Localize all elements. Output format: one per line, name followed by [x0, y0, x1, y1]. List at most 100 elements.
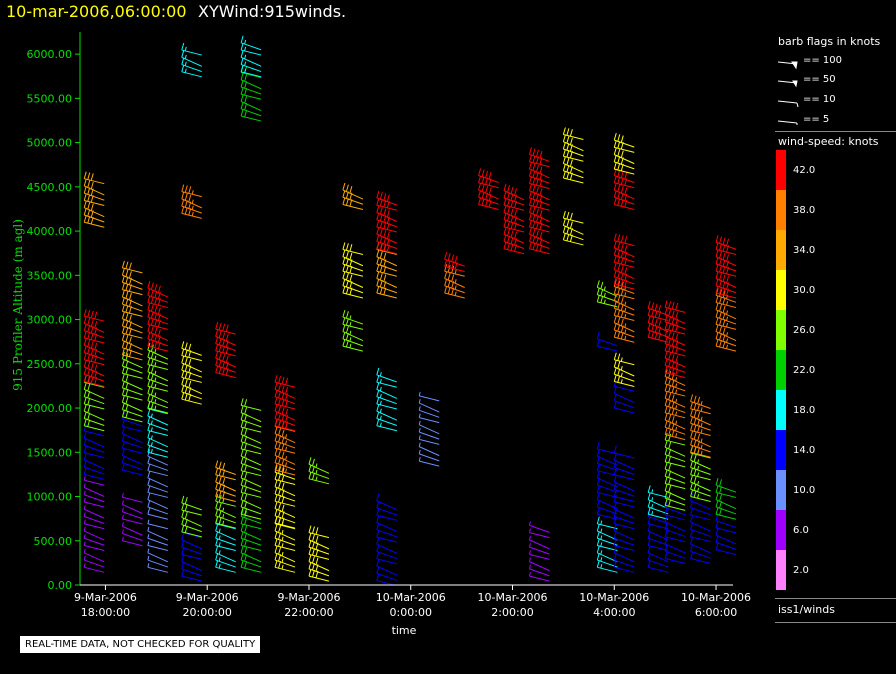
wind-barb [664, 432, 686, 446]
y-axis-label: 915 Profiler Altitude (m agl) [11, 219, 25, 391]
wind-barb [376, 271, 398, 288]
wind-barb [528, 521, 550, 533]
wind-barb [596, 492, 618, 510]
barb-legend-10: == 10 [803, 94, 836, 105]
wind-barb [613, 467, 635, 481]
wind-barb [664, 376, 686, 392]
wind-barb [147, 302, 169, 320]
wind-barb [121, 493, 143, 503]
wind-barb [613, 482, 635, 497]
wind-barb [215, 552, 236, 568]
wind-barb [613, 393, 635, 409]
wind-barb [147, 485, 168, 498]
y-tick-label: 1500.00 [27, 446, 73, 459]
wind-barb [418, 398, 440, 413]
y-tick-label: 3000.00 [27, 314, 73, 327]
wind-barb [613, 516, 635, 530]
wind-barb [613, 538, 635, 552]
wind-barb [664, 300, 686, 313]
wind-barb [528, 528, 550, 539]
wind-barb [121, 333, 143, 350]
axes [79, 32, 733, 586]
wind-barb [83, 483, 105, 497]
wind-barb [147, 364, 169, 382]
speed-label-14: 14.0 [793, 445, 816, 456]
wind-barb [240, 35, 262, 51]
wind-barb [121, 351, 143, 369]
y-tick-label: 2500.00 [27, 358, 73, 371]
wind-barb [274, 441, 296, 454]
wind-barb [121, 507, 143, 520]
wind-barb [376, 508, 397, 521]
wind-barb [690, 515, 711, 532]
x-tick-label-time: 6:00:00 [695, 606, 737, 619]
x-tick-label-time: 22:00:00 [284, 606, 333, 619]
wind-barb [596, 538, 618, 552]
colorbar-swatch [776, 230, 786, 270]
x-tick-label-date: 9-Mar-2006 [74, 591, 137, 604]
y-tick-label: 0.00 [48, 579, 73, 592]
wind-barb [715, 249, 737, 267]
wind-barb [83, 548, 105, 563]
wind-barb [376, 205, 398, 222]
wind-barb [596, 280, 618, 297]
wind-barb [376, 537, 398, 554]
legend-separator [775, 131, 896, 132]
wind-barb [376, 404, 398, 421]
wind-barb [215, 494, 236, 507]
footer-separator-top [775, 598, 896, 599]
wind-barb [562, 218, 584, 235]
wind-barb [613, 359, 635, 377]
wind-barb [613, 523, 635, 541]
wind-barb [181, 355, 202, 373]
wind-barb [83, 526, 105, 541]
wind-barb [181, 42, 202, 56]
wind-barb [690, 500, 711, 516]
speed-label-26: 26.0 [793, 325, 816, 336]
colorbar-swatch [776, 510, 786, 550]
wind-barb [240, 523, 262, 541]
wind-barb [181, 198, 202, 214]
wind-barb [308, 561, 330, 577]
wind-barb [444, 271, 465, 288]
y-tick-label: 1000.00 [27, 491, 73, 504]
wind-barb [215, 460, 236, 475]
y-tick-label: 2000.00 [27, 402, 73, 415]
x-tick-label-date: 9-Mar-2006 [176, 591, 239, 604]
wind-barb [503, 183, 525, 201]
wind-barbs [83, 35, 737, 587]
wind-barb [147, 342, 169, 360]
wind-barb [647, 499, 669, 515]
wind-barb [181, 495, 202, 511]
wind-barb [342, 249, 364, 267]
wind-barb [613, 315, 635, 333]
wind-barb [83, 316, 105, 333]
wind-barb [121, 522, 143, 536]
wind-barb [376, 227, 398, 244]
wind-barb [215, 560, 236, 573]
chart-title-product: XYWind:915winds. [198, 2, 347, 21]
wind-barb [274, 448, 296, 465]
wind-barb [690, 529, 711, 543]
wind-barb [240, 64, 262, 78]
wind-barb [215, 350, 236, 368]
wind-barb [444, 264, 465, 277]
wind-barb [274, 523, 296, 541]
wind-barb [715, 478, 737, 493]
wind-barb [181, 184, 202, 198]
wind-barb [528, 535, 550, 550]
wind-barb [715, 492, 737, 510]
wind-barb [215, 531, 236, 546]
barb-legend [777, 61, 799, 125]
wind-barb [342, 182, 364, 200]
wind-barb [308, 525, 330, 539]
wind-barb [121, 268, 143, 285]
wind-barb [240, 42, 262, 56]
wind-barb [690, 453, 711, 470]
wind-barb [274, 531, 296, 546]
wind-barb [240, 94, 262, 112]
wind-barb [528, 557, 550, 572]
wind-barb [596, 545, 618, 563]
x-axis-label: time [392, 624, 417, 637]
wind-barb [613, 509, 635, 524]
